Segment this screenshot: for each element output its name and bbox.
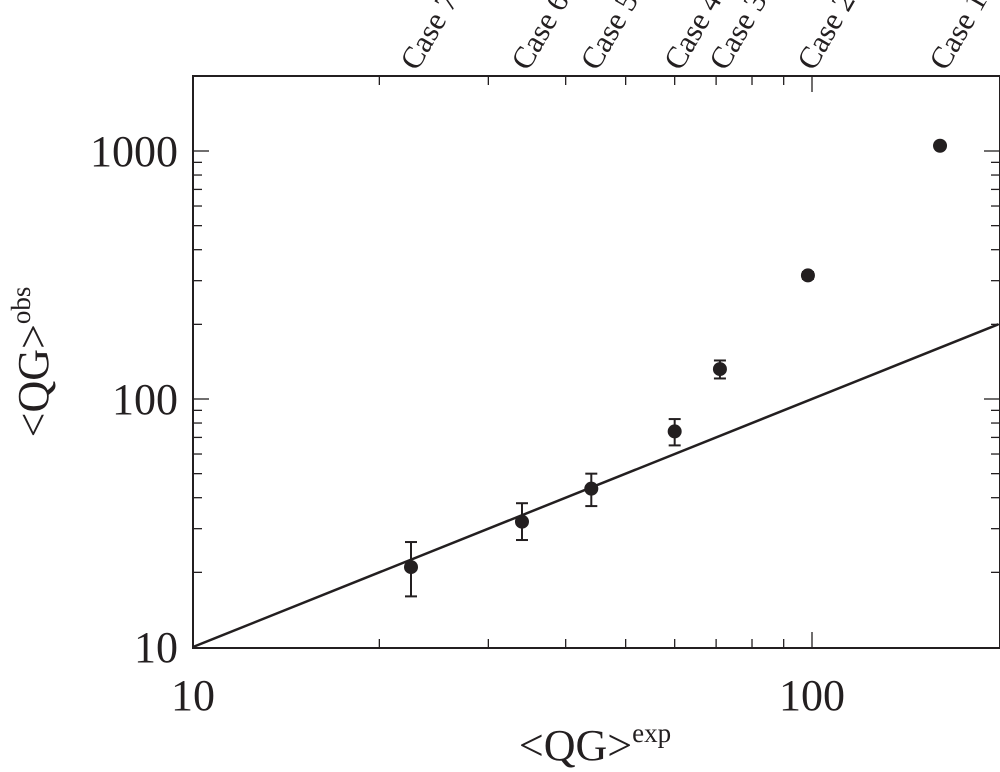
case-label: Case 1	[922, 0, 994, 76]
y-tick-label: 1000	[90, 127, 178, 176]
y-tick-label: 100	[112, 375, 178, 424]
case-label: Case 7	[393, 0, 465, 76]
data-point	[712, 362, 727, 377]
case-label: Case 6	[504, 0, 576, 76]
plot-frame	[192, 75, 1000, 649]
data-points-layer	[404, 138, 948, 598]
case-label: Case 5	[573, 0, 645, 76]
y-axis-title: <QG>obs	[6, 287, 58, 438]
y-axis-title-base: <QG>	[9, 324, 58, 437]
data-point	[800, 268, 815, 283]
tick-labels-layer: 10 100 10 100 1000	[90, 127, 845, 720]
data-point	[667, 424, 682, 439]
x-axis-title: <QG>exp	[519, 718, 671, 770]
data-point	[584, 481, 599, 496]
data-point	[514, 514, 529, 529]
case-label: Case 2	[790, 0, 862, 76]
data-point	[404, 560, 419, 575]
axis-ticks	[193, 76, 1000, 648]
x-axis-title-sup: exp	[632, 718, 671, 748]
data-point	[933, 138, 948, 153]
y-tick-label: 10	[134, 623, 178, 672]
x-tick-label: 10	[171, 671, 215, 720]
x-tick-label: 100	[779, 671, 845, 720]
y-axis-title-sup: obs	[6, 287, 36, 325]
x-axis-title-base: <QG>	[519, 721, 632, 770]
